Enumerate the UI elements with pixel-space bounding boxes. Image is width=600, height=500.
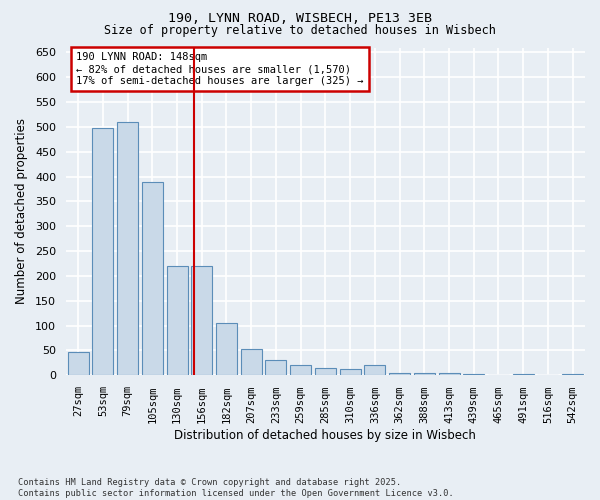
Bar (439, 373, 460, 376)
Bar (191, 266, 212, 376)
Bar (92, 128, 113, 376)
Text: 190, LYNN ROAD, WISBECH, PE13 3EB: 190, LYNN ROAD, WISBECH, PE13 3EB (168, 12, 432, 26)
Bar (68, 352, 89, 376)
Bar (167, 266, 188, 376)
Bar (414, 373, 435, 376)
Bar (315, 368, 336, 376)
Bar (117, 122, 138, 376)
Text: 190 LYNN ROAD: 148sqm
← 82% of detached houses are smaller (1,570)
17% of semi-d: 190 LYNN ROAD: 148sqm ← 82% of detached … (76, 52, 364, 86)
Bar (562, 374, 583, 376)
Text: Contains HM Land Registry data © Crown copyright and database right 2025.
Contai: Contains HM Land Registry data © Crown c… (18, 478, 454, 498)
Bar (463, 374, 484, 376)
Bar (216, 323, 237, 376)
Y-axis label: Number of detached properties: Number of detached properties (15, 118, 28, 304)
Bar (340, 370, 361, 376)
Bar (241, 349, 262, 376)
Bar (142, 182, 163, 376)
Bar (265, 360, 286, 376)
Text: Size of property relative to detached houses in Wisbech: Size of property relative to detached ho… (104, 24, 496, 37)
Bar (512, 374, 533, 376)
Bar (290, 366, 311, 376)
Bar (364, 366, 385, 376)
Bar (389, 373, 410, 376)
X-axis label: Distribution of detached houses by size in Wisbech: Distribution of detached houses by size … (175, 430, 476, 442)
